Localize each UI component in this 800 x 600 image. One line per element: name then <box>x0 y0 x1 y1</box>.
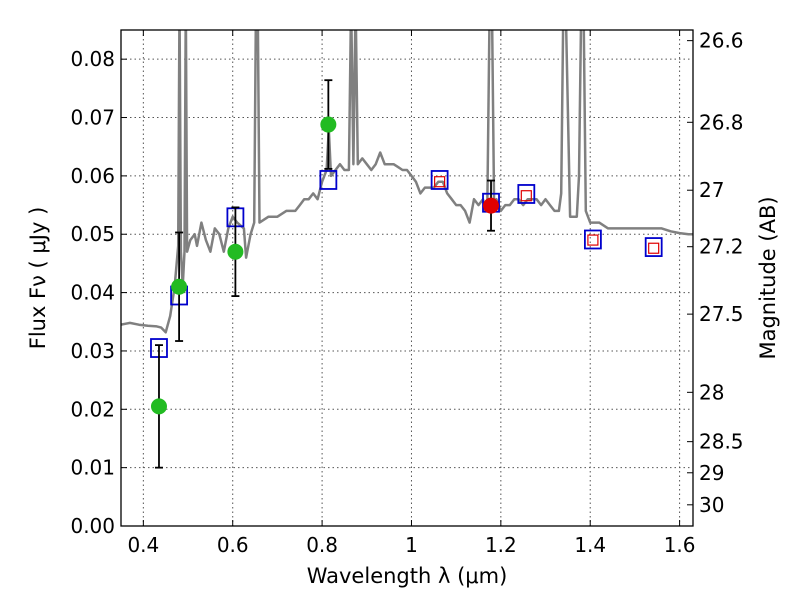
right-tick-label: 26.6 <box>699 29 744 53</box>
y-tick-label: 0.06 <box>70 164 115 188</box>
x-tick-label: 0.4 <box>127 533 159 557</box>
observed-flux-point <box>171 278 188 295</box>
right-tick-label: 27.2 <box>699 235 744 259</box>
y-tick-label: 0.07 <box>70 106 115 130</box>
observed-ir-square <box>587 234 599 246</box>
y-tick-label: 0.00 <box>70 514 115 538</box>
x-tick-label: 1.2 <box>485 533 517 557</box>
x-tick-label: 1 <box>405 533 418 557</box>
right-axis-title: Magnitude (AB) <box>756 196 780 359</box>
right-tick-label: 27 <box>699 178 724 202</box>
x-tick-label: 1.4 <box>574 533 606 557</box>
observed-ir-square <box>520 190 532 202</box>
y-tick-label: 0.01 <box>70 456 115 480</box>
right-tick-label: 26.8 <box>699 110 744 134</box>
y-axis-title: Flux Fν ( μJy ) <box>26 207 50 350</box>
x-tick-label: 0.6 <box>217 533 249 557</box>
observed-ir-square <box>434 176 446 188</box>
model-photometry-square <box>644 237 663 257</box>
observed-flux-point <box>227 243 244 260</box>
observed-flux-point <box>150 398 167 415</box>
y-tick-label: 0.03 <box>70 339 115 363</box>
observed-flux-point <box>320 116 337 133</box>
x-axis-title: Wavelength λ (μm) <box>307 564 508 588</box>
spectrum-line <box>121 30 693 334</box>
y-tick-label: 0.08 <box>70 47 115 71</box>
model-photometry-square <box>430 170 449 190</box>
model-photometry-square <box>517 184 536 204</box>
x-tick-label: 0.8 <box>306 533 338 557</box>
observed-flux-point <box>483 197 500 214</box>
model-photometry-square <box>584 229 602 250</box>
plot-area <box>121 30 693 469</box>
y-tick-label: 0.05 <box>70 222 115 246</box>
right-tick-label: 29 <box>699 461 724 485</box>
model-photometry-square <box>319 170 338 190</box>
right-tick-label: 28.5 <box>699 430 744 454</box>
plot-frame <box>120 29 694 527</box>
right-tick-label: 27.5 <box>699 302 744 326</box>
y-tick-label: 0.04 <box>70 281 115 305</box>
right-tick-label: 28 <box>699 380 724 404</box>
right-tick-label: 30 <box>699 493 724 517</box>
x-tick-label: 1.6 <box>664 533 696 557</box>
y-tick-label: 0.02 <box>70 397 115 421</box>
observed-ir-square <box>648 242 660 254</box>
axis-ticks: 0.00 0.01 0.02 0.03 0.04 0.05 0.06 0.07 0.08 0.4 0… <box>70 29 743 557</box>
